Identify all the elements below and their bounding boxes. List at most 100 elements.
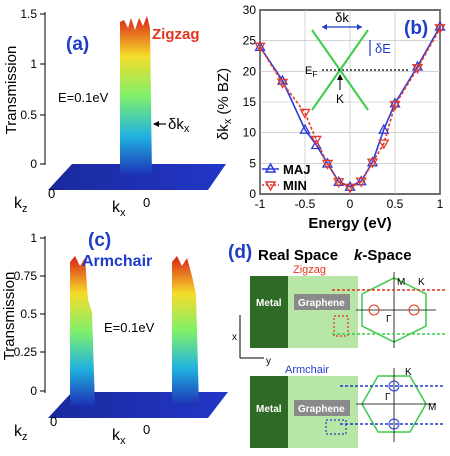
graphene-tag-zigzag xyxy=(294,294,350,310)
ytick-label: 1 xyxy=(30,231,37,245)
data-point-min xyxy=(355,177,367,188)
armchair-label: Armchair xyxy=(285,364,329,376)
dk-bracket-head xyxy=(357,24,362,30)
panel-c-peak-right xyxy=(172,256,199,406)
data-point-maj xyxy=(299,123,311,134)
data-point-maj xyxy=(310,139,322,150)
data-point-maj xyxy=(378,123,390,134)
xtick-label: 0.5 xyxy=(387,197,404,211)
series xyxy=(254,20,446,194)
legend-maj: MAJ xyxy=(283,162,310,177)
ytick-label: 0 xyxy=(30,157,37,171)
dk-text: δk xyxy=(168,116,184,133)
xtick-label: 1 xyxy=(437,197,444,211)
kx-sub: x xyxy=(120,207,126,219)
inset-k: K xyxy=(336,92,344,106)
valley xyxy=(408,304,420,316)
ytick-label: 25 xyxy=(243,34,257,48)
kspace-gamma: Γ xyxy=(386,314,392,325)
metal-block-armchair xyxy=(250,376,288,448)
kspace-k: K xyxy=(405,367,412,378)
panel-b-xlabel: Energy (eV) xyxy=(308,215,391,232)
panel-b-label: (b) xyxy=(404,18,428,39)
data-point-min xyxy=(299,108,311,119)
armchair-highlight xyxy=(325,419,347,435)
metal-label-zigzag: Metal xyxy=(256,298,282,309)
dirac-cone-inset: δk δE EF K xyxy=(305,10,410,111)
data-point-maj xyxy=(411,60,424,71)
data-point-min xyxy=(378,139,390,150)
ef-sub: F xyxy=(312,70,317,79)
kz-sub: z xyxy=(22,203,28,215)
panel-c-peak-left xyxy=(70,256,95,406)
panel-a-energy: E=0.1eV xyxy=(58,90,109,105)
inset-de: δE xyxy=(375,41,391,56)
graphene-sheet-zigzag xyxy=(288,276,358,348)
panel-c-tag: Armchair xyxy=(82,253,152,270)
kz-text: k xyxy=(14,195,23,212)
ytick-label: 10 xyxy=(243,126,257,140)
ytick-label: 15 xyxy=(243,95,257,109)
panel-d: (d) Real Space k-Space Zigzag Metal Grap… xyxy=(228,242,445,448)
ef-text: E xyxy=(305,65,312,77)
kx-label: kx xyxy=(112,427,126,447)
data-point-min xyxy=(434,24,446,35)
data-point-maj xyxy=(321,157,334,168)
ytick-label: 1.5 xyxy=(20,7,37,21)
legend-min-marker xyxy=(264,181,277,192)
kz-label: kz xyxy=(14,423,28,443)
ytick-label: 1 xyxy=(30,57,37,71)
panel-a: 1.5 1 0.5 0 Transmission (a) Zigzag E=0.… xyxy=(3,7,226,219)
ytick-label: 0.5 xyxy=(20,108,37,122)
data-point-min xyxy=(366,158,379,169)
valley xyxy=(388,418,400,430)
dk-bracket-head xyxy=(322,24,327,30)
kz-sub: z xyxy=(22,431,28,443)
ytick-label: 0 xyxy=(30,384,37,398)
dk-arrowhead xyxy=(153,121,159,127)
ytick-label: 0 xyxy=(249,187,256,201)
k-italic: k xyxy=(354,247,363,264)
panel-d-label: (d) xyxy=(228,242,252,263)
zigzag-label: Zigzag xyxy=(293,264,326,276)
data-point-min xyxy=(344,183,356,194)
graphene-tag-armchair xyxy=(294,400,350,416)
kspace-m: M xyxy=(428,402,436,413)
ytick-label: 30 xyxy=(243,3,257,17)
ytick-label: 0.75 xyxy=(14,269,38,283)
graphene-label-zigzag: Graphene xyxy=(298,298,345,309)
panel-c-energy: E=0.1eV xyxy=(104,320,155,335)
kz-text: k xyxy=(14,423,23,440)
real-space-title: Real Space xyxy=(258,247,338,264)
ytick-label: 20 xyxy=(243,64,257,78)
panel-c-label: (c) xyxy=(88,230,111,251)
kx-sub: x xyxy=(120,435,126,447)
legend: MAJ MIN xyxy=(262,162,310,193)
kx-zero: 0 xyxy=(143,195,150,210)
dk-label: δkx xyxy=(168,116,190,135)
kx-zero: 0 xyxy=(143,422,150,437)
kx-text: k xyxy=(112,199,121,216)
panel-b-ylabel: δkx (% BZ) xyxy=(215,68,234,140)
graphene-label-armchair: Graphene xyxy=(298,404,345,415)
data-point-min xyxy=(310,135,322,146)
dk-sub: x xyxy=(184,123,190,135)
kz-label: kz xyxy=(14,195,28,215)
xtick-label: 0 xyxy=(347,197,354,211)
data-point-maj xyxy=(276,74,289,85)
inset-dk: δk xyxy=(335,10,349,25)
data-point-maj xyxy=(355,175,367,186)
panel-a-tag: Zigzag xyxy=(152,26,200,43)
xtick-label: -1 xyxy=(255,197,266,211)
panel-a-floor xyxy=(48,164,226,190)
series-line-min xyxy=(259,28,441,189)
data-point-maj xyxy=(333,175,345,186)
zigzag-highlight xyxy=(333,315,349,337)
legend-min: MIN xyxy=(283,178,307,193)
panel-c: 1 0.75 0.5 0.25 0 Transmission (c) Armch… xyxy=(1,230,228,447)
metal-label-armchair: Metal xyxy=(256,404,282,415)
axis-y: y xyxy=(266,356,271,367)
data-point-min xyxy=(411,64,424,75)
kz-zero: 0 xyxy=(50,414,57,429)
